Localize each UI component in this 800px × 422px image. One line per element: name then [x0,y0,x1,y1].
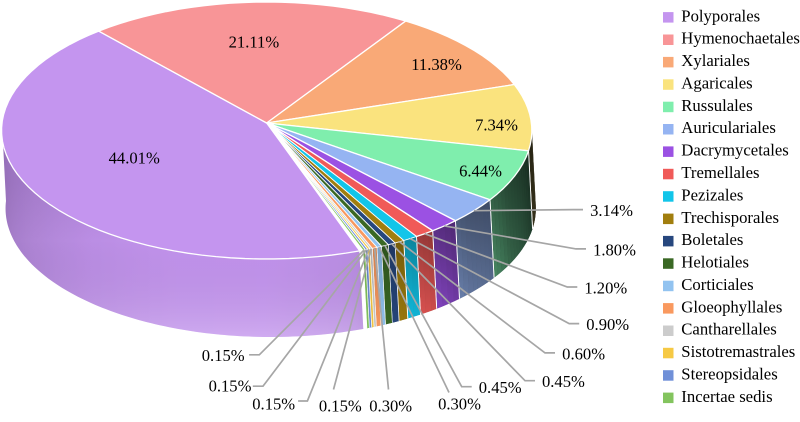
svg-text:Boletales: Boletales [681,230,743,249]
svg-text:11.38%: 11.38% [411,55,462,74]
svg-text:7.34%: 7.34% [475,115,518,134]
svg-text:Xylariales: Xylariales [681,51,750,70]
svg-text:6.44%: 6.44% [459,162,502,181]
svg-text:0.90%: 0.90% [586,315,629,334]
svg-text:0.30%: 0.30% [369,397,412,416]
svg-text:Agaricales: Agaricales [681,74,752,93]
svg-text:Sistotremastrales: Sistotremastrales [681,342,795,361]
svg-text:Pezizales: Pezizales [681,185,743,204]
svg-text:44.01%: 44.01% [109,149,160,168]
svg-text:0.45%: 0.45% [542,372,585,391]
svg-text:0.15%: 0.15% [252,395,295,414]
svg-text:Dacrymycetales: Dacrymycetales [681,141,788,160]
svg-text:Hymenochaetales: Hymenochaetales [681,29,800,48]
svg-text:0.15%: 0.15% [209,377,252,396]
svg-text:0.45%: 0.45% [479,378,522,397]
svg-text:Polyporales: Polyporales [681,6,760,25]
svg-text:3.14%: 3.14% [590,201,633,220]
svg-text:Gloeophyllales: Gloeophyllales [681,297,782,316]
svg-text:Corticiales: Corticiales [681,275,753,294]
svg-text:Russulales: Russulales [681,96,752,115]
svg-text:0.60%: 0.60% [562,344,605,363]
svg-text:Stereopsidales: Stereopsidales [681,364,777,383]
svg-text:Incertae sedis: Incertae sedis [681,387,772,406]
svg-text:21.11%: 21.11% [229,33,280,52]
svg-text:0.15%: 0.15% [319,397,362,416]
svg-text:Trechisporales: Trechisporales [681,208,779,227]
svg-text:0.15%: 0.15% [202,346,245,365]
svg-text:0.30%: 0.30% [438,395,481,414]
svg-text:Auriculariales: Auriculariales [681,118,776,137]
svg-text:Helotiales: Helotiales [681,253,749,272]
svg-text:1.20%: 1.20% [584,279,627,298]
svg-text:1.80%: 1.80% [593,240,636,259]
svg-text:Cantharellales: Cantharellales [681,320,776,339]
svg-text:Tremellales: Tremellales [681,163,759,182]
